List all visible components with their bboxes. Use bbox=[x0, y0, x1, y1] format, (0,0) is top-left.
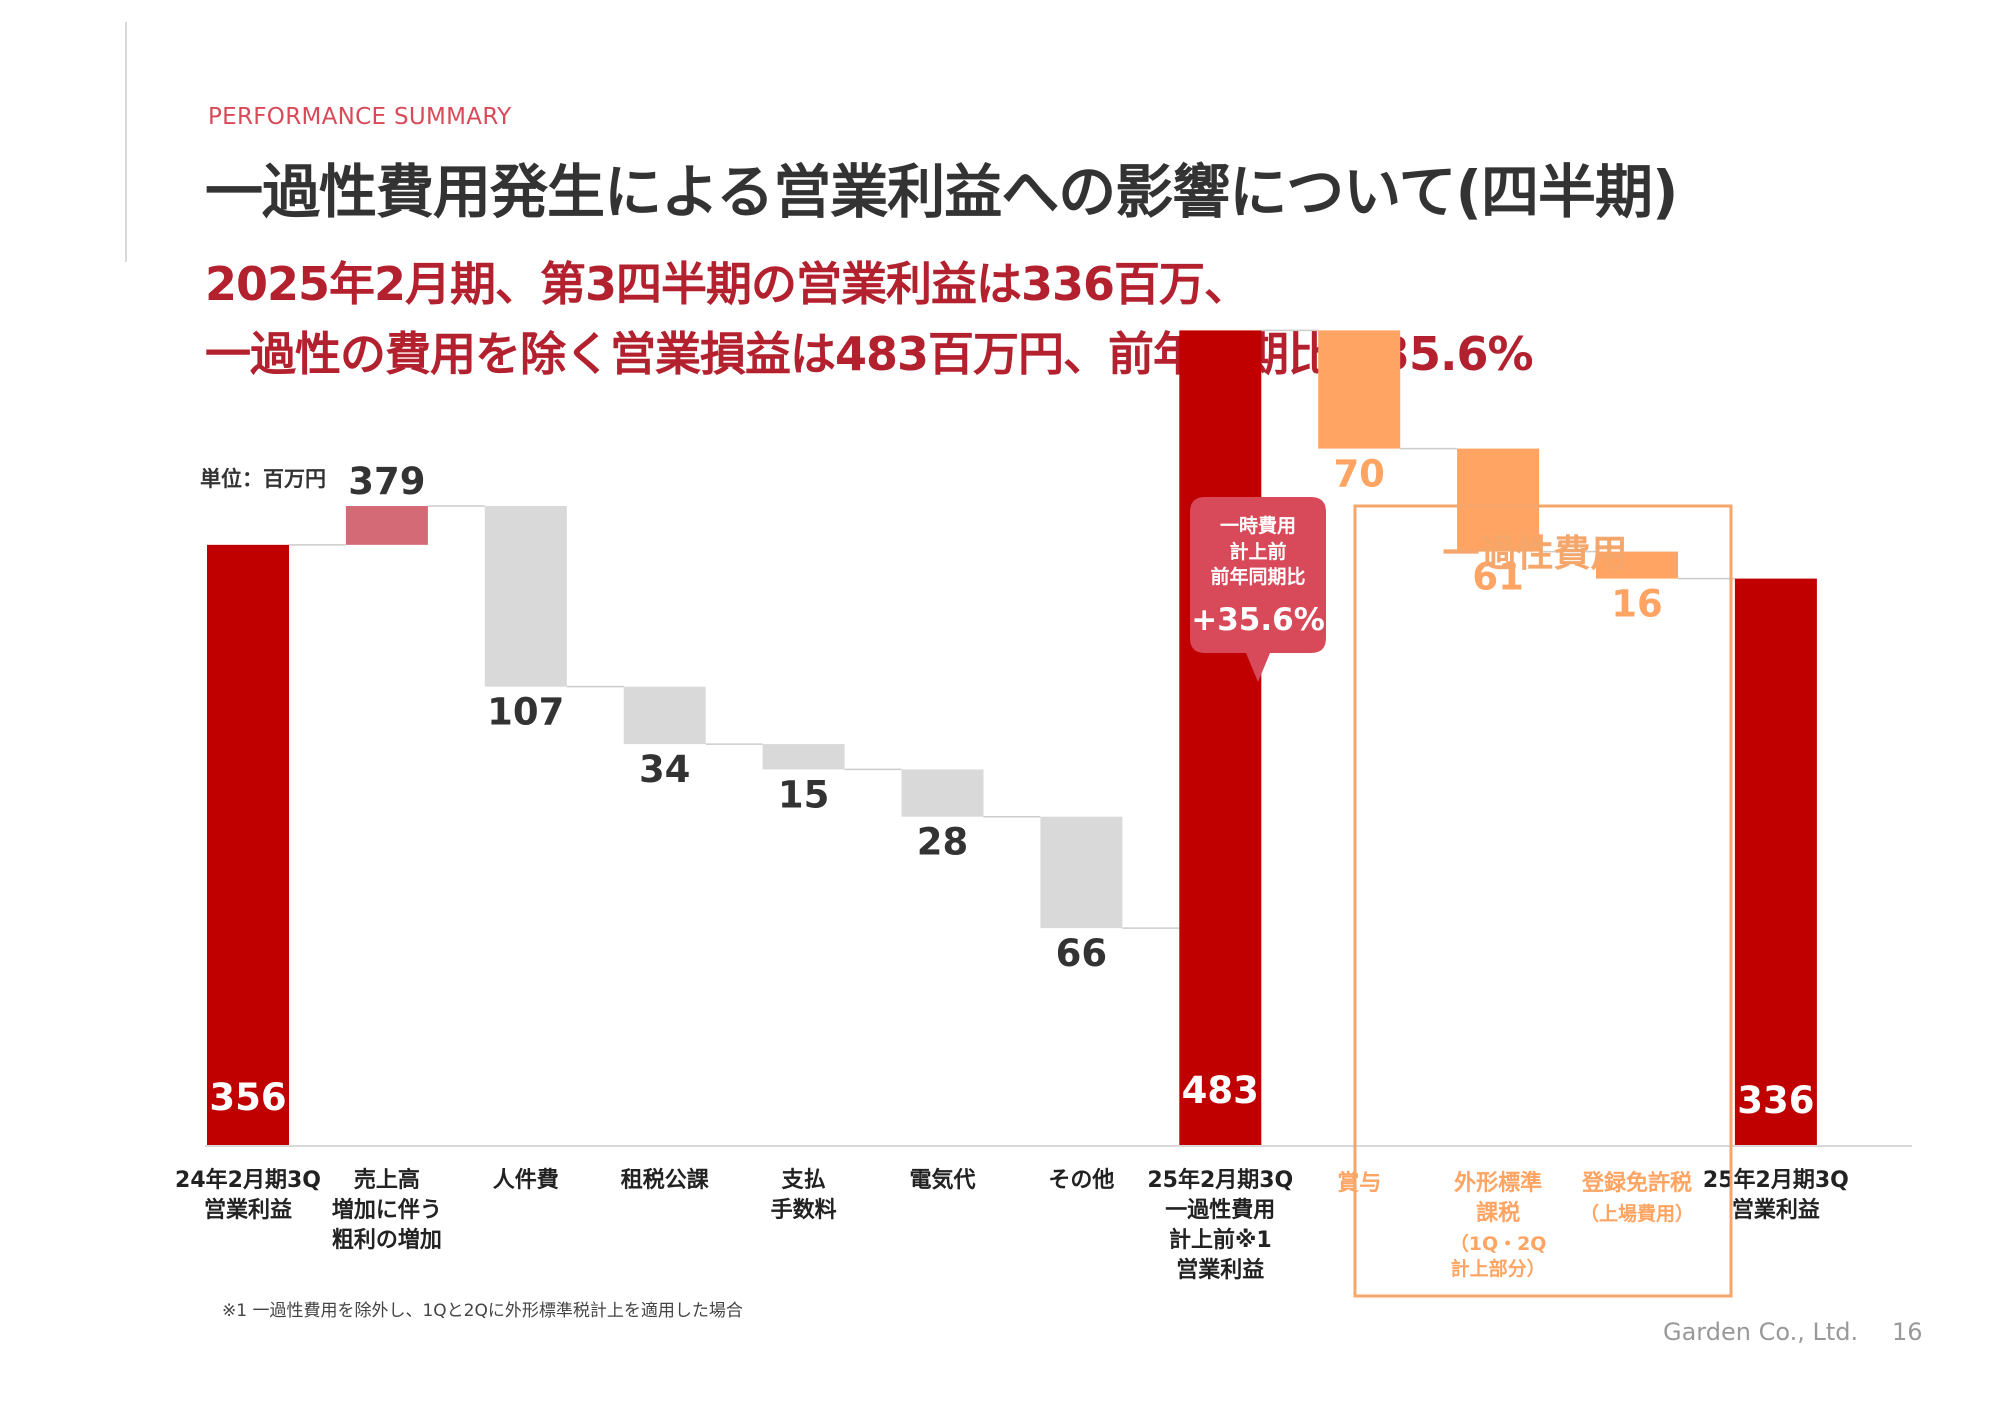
callout-line-2: 計上前 bbox=[1229, 540, 1286, 563]
bar-10 bbox=[1457, 448, 1540, 552]
footnote: ※1 一過性費用を除外し、1Qと2Qに外形標準税計上を適用した場合 bbox=[222, 1301, 743, 1321]
bar-2 bbox=[345, 506, 428, 545]
bar-1 bbox=[207, 544, 289, 1146]
bar-9 bbox=[1318, 330, 1401, 449]
bar-12 bbox=[1734, 578, 1817, 1146]
connector-lines bbox=[289, 329, 1735, 929]
footer-company: Garden Co., Ltd. bbox=[1663, 1318, 1859, 1346]
category-label-1-line-2: 営業利益 bbox=[204, 1197, 292, 1223]
value-label-11: 16 bbox=[1611, 583, 1663, 626]
category-label-4-line-1: 租税公課 bbox=[621, 1167, 710, 1193]
value-label-8: 483 bbox=[1182, 1069, 1259, 1112]
bar-4 bbox=[623, 686, 706, 745]
bar-series bbox=[207, 330, 1817, 1146]
category-label-10-line-3: （1Q・2Q bbox=[1450, 1232, 1547, 1255]
value-label-3: 107 bbox=[487, 691, 564, 734]
category-label-2-line-3: 粗利の増加 bbox=[332, 1227, 442, 1253]
category-label-10-line-2: 課税 bbox=[1476, 1200, 1520, 1226]
category-label-11-line-2: （上場費用） bbox=[1580, 1202, 1694, 1225]
category-label-6-line-1: 電気代 bbox=[909, 1167, 975, 1193]
callout-line-3: 前年同期比 bbox=[1210, 565, 1305, 588]
callout-value: +35.6% bbox=[1191, 602, 1325, 638]
value-label-9: 70 bbox=[1333, 453, 1385, 496]
category-label-11-line-1: 登録免許税 bbox=[1581, 1170, 1692, 1196]
one-time-cost-box bbox=[1353, 504, 1733, 1298]
category-label-1-line-1: 24年2月期3Q bbox=[175, 1167, 321, 1193]
value-label-6: 28 bbox=[917, 821, 969, 864]
callout-bubble bbox=[1190, 497, 1326, 682]
category-label-10-line-1: 外形標準 bbox=[1454, 1170, 1542, 1196]
yoy-callout: 一時費用 計上前 前年同期比 +35.6% bbox=[1190, 497, 1326, 682]
category-label-5-line-1: 支払 bbox=[782, 1168, 826, 1193]
value-label-7: 66 bbox=[1056, 932, 1108, 975]
bar-3 bbox=[484, 506, 567, 687]
category-label-8-line-1: 25年2月期3Q bbox=[1147, 1167, 1293, 1193]
subtitle-line-2: 一過性の費用を除く営業損益は483百万円、前年同期比＋35.6% bbox=[205, 327, 1534, 381]
category-label-8-line-4: 営業利益 bbox=[1176, 1257, 1264, 1283]
bar-6 bbox=[901, 769, 984, 817]
category-label-9-line-1: 賞与 bbox=[1337, 1170, 1381, 1196]
unit-label: 単位：百万円 bbox=[200, 467, 326, 491]
bar-8 bbox=[1179, 330, 1262, 1146]
category-label-3-line-1: 人件費 bbox=[493, 1168, 559, 1193]
header-divider bbox=[125, 22, 127, 262]
category-label-12-line-1: 25年2月期3Q bbox=[1703, 1167, 1849, 1193]
value-label-5: 15 bbox=[778, 773, 830, 816]
category-label-12-line-2: 営業利益 bbox=[1732, 1197, 1820, 1223]
value-label-10: 61 bbox=[1472, 556, 1524, 599]
category-label-2-line-1: 売上高 bbox=[354, 1167, 420, 1193]
category-label-2-line-2: 増加に伴う bbox=[332, 1197, 442, 1223]
category-label-8-line-3: 計上前※1 bbox=[1169, 1227, 1272, 1253]
value-label-12: 336 bbox=[1737, 1079, 1814, 1122]
callout-line-1: 一時費用 bbox=[1220, 514, 1296, 537]
value-label-2: 379 bbox=[348, 460, 425, 503]
one-time-cost-label: 一過性費用 bbox=[1443, 532, 1628, 575]
value-labels: 356 379 107 34 15 28 66 483 70 61 16 336 bbox=[209, 453, 1814, 1122]
page-number: 16 bbox=[1892, 1318, 1923, 1346]
category-label-7-line-1: その他 bbox=[1048, 1168, 1114, 1193]
value-label-1: 356 bbox=[209, 1076, 286, 1119]
subtitle-line-1: 2025年2月期、第3四半期の営業利益は336百万、 bbox=[205, 257, 1250, 311]
bar-11 bbox=[1596, 551, 1678, 579]
value-label-4: 34 bbox=[639, 748, 691, 791]
bar-5 bbox=[762, 744, 845, 770]
section-label: PERFORMANCE SUMMARY bbox=[208, 104, 512, 130]
category-label-5-line-2: 手数料 bbox=[771, 1197, 837, 1223]
category-label-10-line-4: 計上部分） bbox=[1451, 1257, 1546, 1280]
bar-7 bbox=[1040, 816, 1123, 929]
category-label-8-line-2: 一過性費用 bbox=[1165, 1197, 1275, 1223]
page-title: 一過性費用発生による営業利益への影響について(四半期) bbox=[205, 158, 1679, 226]
